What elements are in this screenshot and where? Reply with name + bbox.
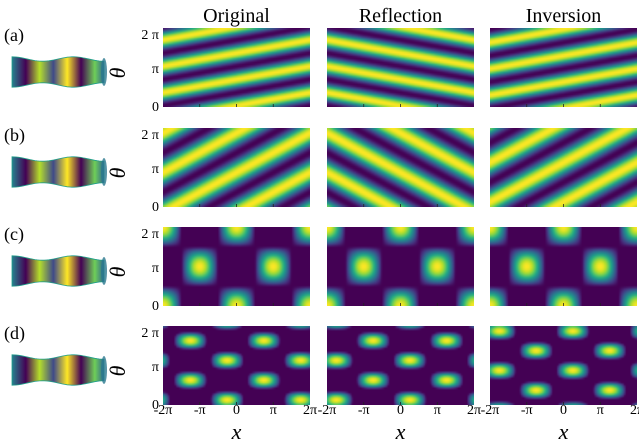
x-axis-label: x	[395, 419, 406, 444]
y-tick-label: π	[152, 261, 159, 276]
y-tick-label: 2 π	[141, 326, 159, 341]
x-tick-label: π	[434, 403, 441, 418]
x-tick-label: -π	[194, 403, 206, 418]
pattern-heatmap	[327, 128, 474, 207]
row-label: (a)	[4, 25, 24, 46]
row-label: (d)	[4, 323, 25, 344]
x-tick-label: -2π	[318, 403, 337, 418]
x-tick-label: -2π	[481, 403, 500, 418]
tube-surface-image	[11, 56, 107, 88]
pattern-heatmap	[490, 28, 637, 107]
theta-axis-label: θ	[105, 167, 130, 178]
y-tick-label: 0	[152, 398, 159, 413]
x-tick-label: 0	[233, 403, 240, 418]
pattern-heatmap	[163, 326, 310, 405]
column-title: Inversion	[526, 5, 602, 27]
tube-surface-image	[11, 255, 107, 287]
theta-axis-label: θ	[105, 365, 130, 376]
row-label: (b)	[4, 125, 25, 146]
x-tick-label: π	[270, 403, 277, 418]
y-tick-label: 0	[152, 100, 159, 115]
x-tick-label: π	[597, 403, 604, 418]
x-tick-label: 2π	[467, 403, 481, 418]
x-tick-label: 2π	[630, 403, 639, 418]
tube-surface-image	[11, 156, 107, 188]
pattern-heatmap	[163, 227, 310, 306]
pattern-heatmap	[490, 128, 637, 207]
column-title: Original	[203, 5, 270, 27]
pattern-heatmap	[163, 128, 310, 207]
x-tick-label: -π	[521, 403, 533, 418]
y-tick-label: 2 π	[141, 128, 159, 143]
x-axis-label: x	[231, 419, 242, 444]
theta-axis-label: θ	[105, 266, 130, 277]
y-tick-label: π	[152, 62, 159, 77]
x-tick-label: 2π	[303, 403, 317, 418]
pattern-heatmap	[490, 227, 637, 306]
y-tick-label: 2 π	[141, 227, 159, 242]
x-tick-label: -2π	[154, 403, 173, 418]
tube-surface-image	[11, 354, 107, 386]
pattern-heatmap	[327, 28, 474, 107]
y-tick-label: π	[152, 162, 159, 177]
theta-axis-label: θ	[105, 67, 130, 78]
y-tick-label: 0	[152, 200, 159, 215]
x-axis-label: x	[558, 419, 569, 444]
pattern-heatmap	[327, 326, 474, 405]
x-tick-label: 0	[560, 403, 567, 418]
pattern-heatmap	[163, 28, 310, 107]
y-tick-label: π	[152, 360, 159, 375]
x-tick-label: 0	[397, 403, 404, 418]
pattern-heatmap	[490, 326, 637, 405]
pattern-heatmap	[327, 227, 474, 306]
y-tick-label: 2 π	[141, 28, 159, 43]
x-tick-label: -π	[358, 403, 370, 418]
y-tick-label: 0	[152, 299, 159, 314]
column-title: Reflection	[359, 5, 442, 27]
row-label: (c)	[4, 224, 24, 245]
